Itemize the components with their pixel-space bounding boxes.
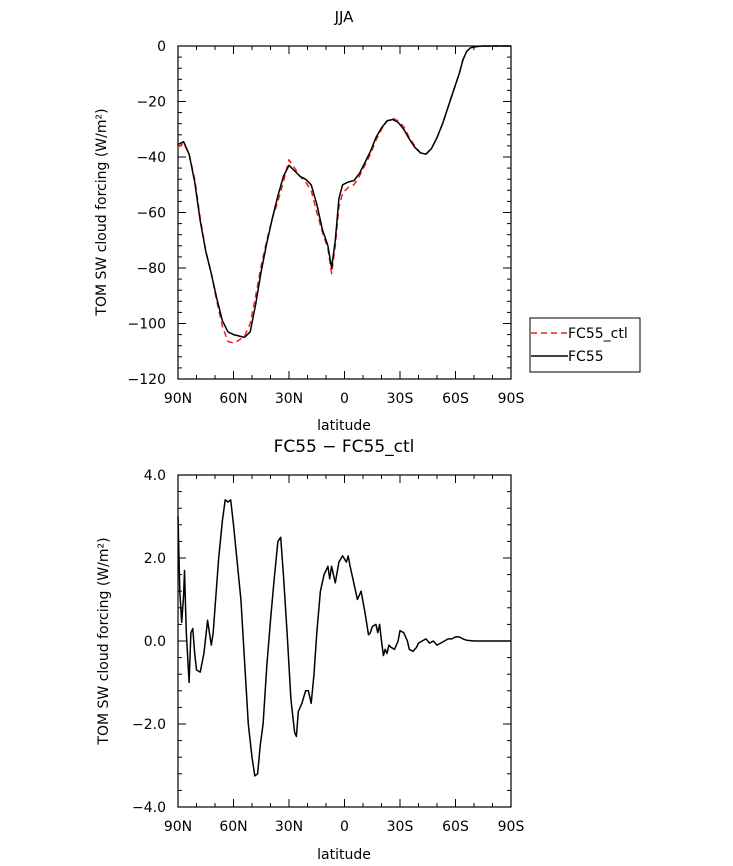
top-title: JJA <box>334 8 355 26</box>
bottom-x-tick-label: 0 <box>340 819 349 835</box>
panel-top: JJA 90N 60N 30N 0 30S 60S 90S 0 −20 −40 −60 −80 −100… <box>94 8 641 434</box>
bottom-series-lines <box>177 499 511 777</box>
bottom-x-axis-label: latitude <box>317 847 371 863</box>
top-x-tick-label: 60S <box>442 391 469 407</box>
top-y-axis-label: TOM SW cloud forcing (W/m²) <box>94 108 110 316</box>
top-y-tick-label: −20 <box>136 95 166 111</box>
bottom-x-tick-label: 60S <box>442 819 469 835</box>
top-x-axis-label: latitude <box>317 418 371 434</box>
bottom-y-tick-label: 2.0 <box>144 551 166 567</box>
top-x-tick-label: 90N <box>164 391 192 407</box>
top-y-tick-label: −80 <box>136 261 166 277</box>
bottom-y-tick-label: 4.0 <box>144 468 166 484</box>
bottom-x-tick-label: 30S <box>387 819 414 835</box>
top-y-tick-label: −120 <box>128 372 166 388</box>
bottom-title: FC55 − FC55_ctl <box>274 437 415 457</box>
bottom-y-tick-label: −2.0 <box>132 717 166 733</box>
bottom-series-line-0 <box>177 499 511 777</box>
top-x-tick-label: 30N <box>275 391 303 407</box>
top-x-tick-label: 60N <box>219 391 247 407</box>
legend-label-fc55: FC55 <box>568 349 604 365</box>
top-series-line-1 <box>177 45 511 339</box>
bottom-x-tick-label: 60N <box>219 819 247 835</box>
bottom-y-tick-label: −4.0 <box>132 800 166 816</box>
legend: FC55_ctl FC55 <box>529 317 641 373</box>
top-series-lines <box>177 45 511 344</box>
bottom-x-tick-label: 90N <box>164 819 192 835</box>
bottom-x-tick-label: 30N <box>275 819 303 835</box>
top-x-tick-label: 90S <box>498 391 525 407</box>
top-plot-frame <box>177 45 512 380</box>
bottom-axis-ticks: 90N 60N 30N 0 30S 60S 90S 4.0 2.0 0.0 −2.0 −4.0 <box>132 468 524 835</box>
top-x-tick-label: 0 <box>340 391 349 407</box>
bottom-plot-frame <box>177 474 512 808</box>
bottom-y-tick-label: 0.0 <box>144 634 166 650</box>
bottom-x-tick-label: 90S <box>498 819 525 835</box>
top-series-line-0 <box>177 45 511 344</box>
top-y-tick-label: 0 <box>157 39 166 55</box>
top-y-tick-label: −100 <box>128 317 166 333</box>
legend-box <box>529 317 641 373</box>
top-x-tick-label: 30S <box>387 391 414 407</box>
panel-bottom: FC55 − FC55_ctl 90N 60N 30N 0 30S 60S 90S 4.0 2.… <box>96 437 524 863</box>
legend-label-fc55-ctl: FC55_ctl <box>568 326 628 342</box>
bottom-y-axis-label: TOM SW cloud forcing (W/m²) <box>96 537 112 745</box>
top-y-tick-label: −60 <box>136 206 166 222</box>
top-axis-ticks: 90N 60N 30N 0 30S 60S 90S 0 −20 −40 −60 −80 −100 −120 <box>128 39 525 407</box>
top-y-tick-label: −40 <box>136 150 166 166</box>
